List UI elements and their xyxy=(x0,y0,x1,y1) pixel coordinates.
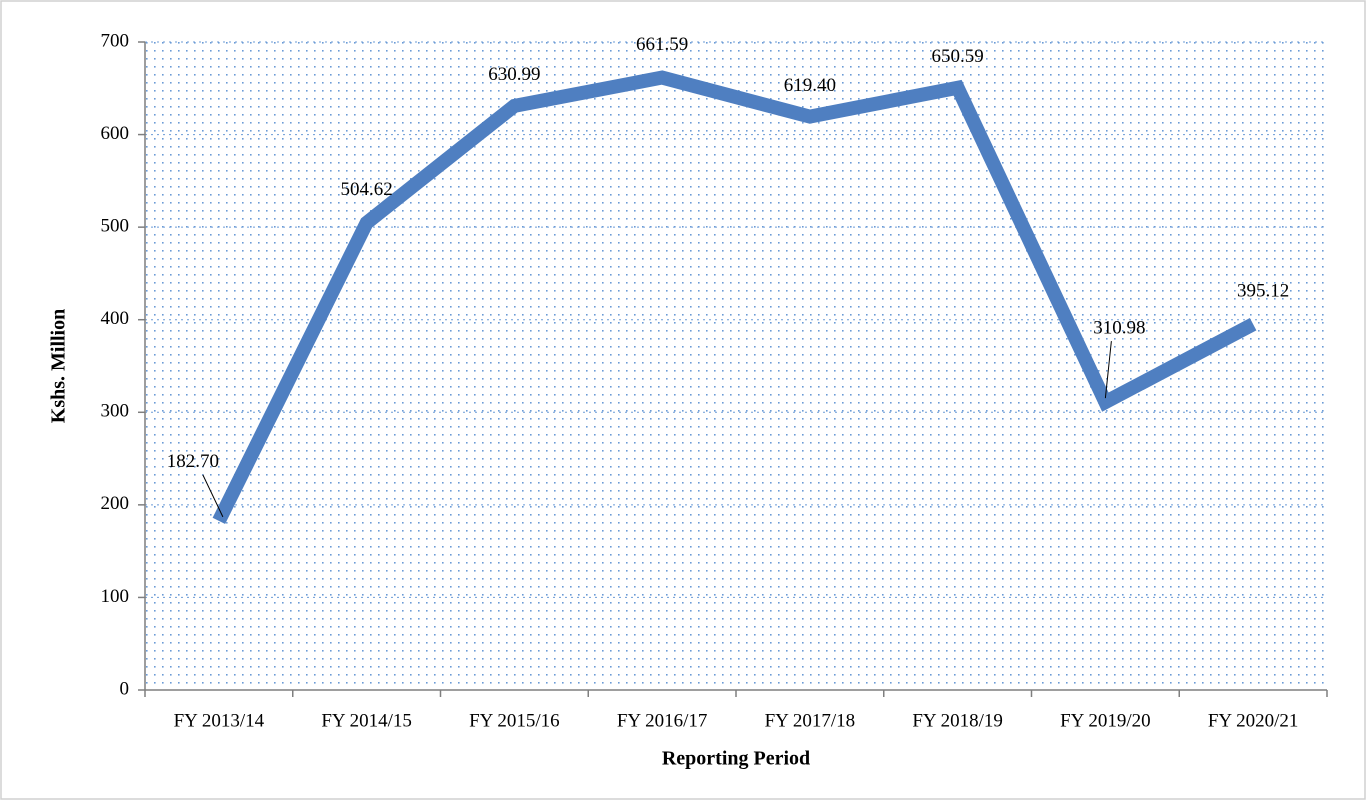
y-tick-label: 300 xyxy=(101,401,130,422)
y-tick-label: 600 xyxy=(101,123,130,144)
x-tick-label: FY 2017/18 xyxy=(765,710,856,731)
data-line xyxy=(212,70,1257,524)
data-label: 504.62 xyxy=(341,179,393,200)
y-axis-title: Kshs. Million xyxy=(48,309,70,423)
x-tick-label: FY 2019/20 xyxy=(1060,710,1151,731)
y-tick-label: 700 xyxy=(101,30,130,51)
x-tick-label: FY 2013/14 xyxy=(174,710,265,731)
data-label: 310.98 xyxy=(1093,317,1145,338)
x-tick-label: FY 2015/16 xyxy=(469,710,560,731)
y-tick-label: 100 xyxy=(101,586,130,607)
data-label: 661.59 xyxy=(636,34,688,55)
plot-background xyxy=(145,42,1327,690)
y-tick-label: 400 xyxy=(101,308,130,329)
data-label: 182.70 xyxy=(167,451,219,472)
y-tick-label: 500 xyxy=(101,216,130,237)
y-tick-label: 200 xyxy=(101,493,130,514)
y-tick-label: 0 xyxy=(120,678,130,699)
x-tick-label: FY 2014/15 xyxy=(321,710,412,731)
leader-line xyxy=(1104,341,1112,399)
data-label: 395.12 xyxy=(1237,281,1289,302)
data-label: 650.59 xyxy=(932,46,984,67)
data-label: 630.99 xyxy=(488,64,540,85)
x-axis-title: Reporting Period xyxy=(662,748,810,770)
x-tick-label: FY 2020/21 xyxy=(1208,710,1299,731)
x-tick-label: FY 2018/19 xyxy=(912,710,1003,731)
x-tick-label: FY 2016/17 xyxy=(617,710,708,731)
data-label: 619.40 xyxy=(784,75,836,96)
leader-line xyxy=(202,474,224,518)
